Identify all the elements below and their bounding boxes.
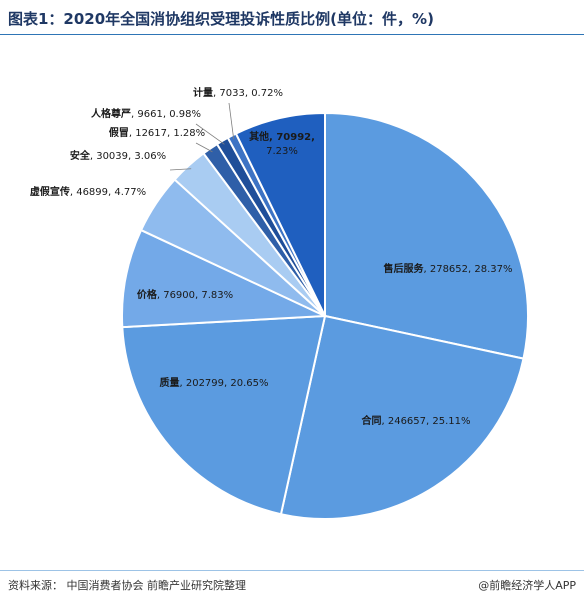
brand-credit: @前瞻经济学人APP [478,579,576,592]
leader-line [169,168,192,171]
slice-label: 人格尊严, 9661, 0.98% [91,107,201,120]
pie-slice [279,314,525,520]
source-note: 资料来源： 中国消费者协会 前瞻产业研究院整理 [8,579,246,592]
slice-label: 计量, 7033, 0.72% [193,86,283,99]
leader-line [195,123,225,145]
pie-slice [121,314,327,516]
slice-label: 价格, 76900, 7.83% [137,288,233,301]
pie-slice [234,111,326,317]
title-divider [0,34,584,35]
slice-label: 安全, 30039, 3.06% [70,149,166,162]
leader-line [195,142,213,153]
slice-label: 合同, 246657, 25.11% [360,414,470,427]
slice-label: 虚假宣传, 46899, 4.77% [30,185,146,198]
leader-line [228,102,235,140]
footer-divider [0,570,584,571]
pie-slice [121,228,326,329]
slice-label: 其他, 70992, 7.23% [249,130,315,157]
slice-label: 假冒, 12617, 1.28% [109,126,205,139]
slice-label: 质量, 202799, 20.65% [159,376,268,389]
slice-label: 售后服务, 278652, 28.37% [383,262,512,275]
chart-title: 图表1：2020年全国消协组织受理投诉性质比例(单位：件，%) [8,10,434,28]
pie-slice [324,111,529,360]
